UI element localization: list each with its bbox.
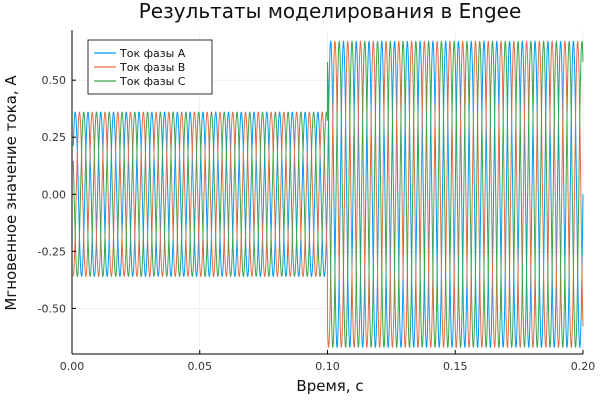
- x-ticks: 0.00 0.05 0.10 0.15 0.20: [60, 350, 596, 373]
- legend: Ток фазы A Ток фазы B Ток фазы C: [87, 39, 213, 95]
- y-ticks: -0.50 -0.25 0.00 0.25 0.50: [38, 74, 76, 315]
- x-tick-label: 0.20: [571, 360, 596, 373]
- chart-title: Результаты моделирования в Engee: [139, 0, 522, 23]
- legend-label-phase-b: Ток фазы B: [119, 61, 185, 74]
- legend-label-phase-c: Ток фазы C: [119, 75, 186, 88]
- y-tick-label: -0.50: [38, 302, 66, 315]
- x-tick-label: 0.15: [443, 360, 468, 373]
- x-tick-label: 0.10: [315, 360, 340, 373]
- y-axis-title: Мгновенное значение тока, А: [2, 75, 20, 311]
- x-tick-label: 0.00: [60, 360, 85, 373]
- y-tick-label: 0.25: [42, 131, 67, 144]
- x-axis-title: Время, с: [296, 377, 363, 395]
- y-tick-label: -0.25: [38, 245, 66, 258]
- series-line-phase-a: [72, 40, 584, 349]
- series-layer: [72, 40, 584, 349]
- y-tick-label: 0.50: [42, 74, 67, 87]
- x-tick-label: 0.05: [188, 360, 213, 373]
- y-tick-label: 0.00: [42, 188, 67, 201]
- series-line-phase-c: [72, 40, 584, 349]
- legend-label-phase-a: Ток фазы A: [119, 47, 186, 60]
